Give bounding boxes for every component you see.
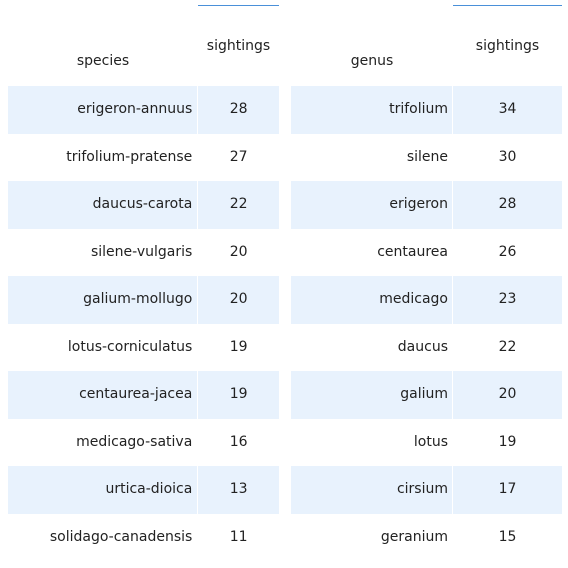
- name-cell: erigeron: [389, 196, 448, 212]
- sightings-cell: 19: [452, 418, 562, 466]
- sightings-cell: 19: [197, 323, 279, 371]
- sightings-cell: 13: [197, 466, 279, 514]
- sightings-cell: 22: [452, 323, 562, 371]
- table-row: centaurea 26: [291, 228, 562, 276]
- table-row: trifolium 34: [291, 86, 562, 134]
- name-cell: galium-mollugo: [83, 291, 193, 307]
- name-cell: cirsium: [396, 481, 448, 497]
- name-cell: trifolium: [389, 101, 448, 117]
- sightings-cell: 19: [197, 371, 279, 419]
- sightings-cell: 20: [452, 371, 562, 419]
- sightings-cell: 28: [197, 86, 279, 134]
- sightings-cell: 16: [197, 418, 279, 466]
- name-cell: centaurea: [377, 243, 448, 260]
- genus-table: genus sightings trifolium 34 silene 30 erige…: [291, 0, 562, 561]
- name-cell: urtica-dioica: [105, 481, 193, 497]
- genus-column-header[interactable]: genus: [350, 53, 394, 69]
- table-row: daucus 22: [291, 323, 562, 371]
- sightings-cell: 20: [197, 228, 279, 276]
- name-cell: trifolium-pratense: [66, 148, 193, 165]
- species-table-body: erigeron-annuus 28 trifolium-pratense 27 dau…: [8, 86, 279, 561]
- table-row: trifolium-pratense 27: [8, 133, 279, 181]
- genus-table-body: trifolium 34 silene 30 erigeron 28 centaurea 26…: [291, 86, 562, 561]
- sightings-column-header[interactable]: sightings: [206, 38, 271, 54]
- sightings-cell: 11: [197, 513, 279, 561]
- genus-table-header: genus sightings: [291, 0, 562, 86]
- species-table-header: species sightings: [8, 0, 279, 86]
- table-row: galium 20: [291, 371, 562, 419]
- sightings-cell: 20: [197, 276, 279, 324]
- table-row: silene-vulgaris 20: [8, 228, 279, 276]
- table-row: erigeron 28: [291, 181, 562, 229]
- header-accent-line: [453, 5, 562, 6]
- name-cell: galium: [400, 386, 448, 402]
- sightings-column-header[interactable]: sightings: [475, 38, 540, 54]
- name-cell: geranium: [380, 528, 448, 545]
- name-cell: lotus: [413, 433, 448, 450]
- sightings-cell: 22: [197, 181, 279, 229]
- table-row: centaurea-jacea 19: [8, 371, 279, 419]
- sightings-cell: 15: [452, 513, 562, 561]
- name-cell: silene: [406, 148, 448, 165]
- table-row: geranium 15: [291, 513, 562, 561]
- sightings-cell: 27: [197, 133, 279, 181]
- table-row: galium-mollugo 20: [8, 276, 279, 324]
- table-row: solidago-canadensis 11: [8, 513, 279, 561]
- name-cell: medicago: [379, 291, 448, 307]
- table-row: erigeron-annuus 28: [8, 86, 279, 134]
- table-row: cirsium 17: [291, 466, 562, 514]
- table-row: daucus-carota 22: [8, 181, 279, 229]
- sightings-cell: 26: [452, 228, 562, 276]
- table-row: urtica-dioica 13: [8, 466, 279, 514]
- header-accent-line: [198, 5, 279, 6]
- table-row: silene 30: [291, 133, 562, 181]
- species-table: species sightings erigeron-annuus 28 trifo…: [8, 0, 279, 561]
- name-cell: erigeron-annuus: [77, 101, 193, 117]
- sightings-cell: 30: [452, 133, 562, 181]
- table-row: lotus 19: [291, 418, 562, 466]
- table-row: lotus-corniculatus 19: [8, 323, 279, 371]
- sightings-cell: 23: [452, 276, 562, 324]
- sightings-cell: 28: [452, 181, 562, 229]
- table-row: medicago 23: [291, 276, 562, 324]
- name-cell: solidago-canadensis: [49, 528, 193, 545]
- sightings-cell: 34: [452, 86, 562, 134]
- name-cell: daucus-carota: [92, 196, 193, 212]
- name-cell: centaurea-jacea: [79, 386, 193, 402]
- table-row: medicago-sativa 16: [8, 418, 279, 466]
- name-cell: silene-vulgaris: [90, 243, 193, 260]
- species-column-header[interactable]: species: [76, 53, 130, 69]
- sightings-cell: 17: [452, 466, 562, 514]
- name-cell: medicago-sativa: [76, 433, 193, 450]
- name-cell: daucus: [397, 338, 448, 355]
- name-cell: lotus-corniculatus: [67, 338, 193, 355]
